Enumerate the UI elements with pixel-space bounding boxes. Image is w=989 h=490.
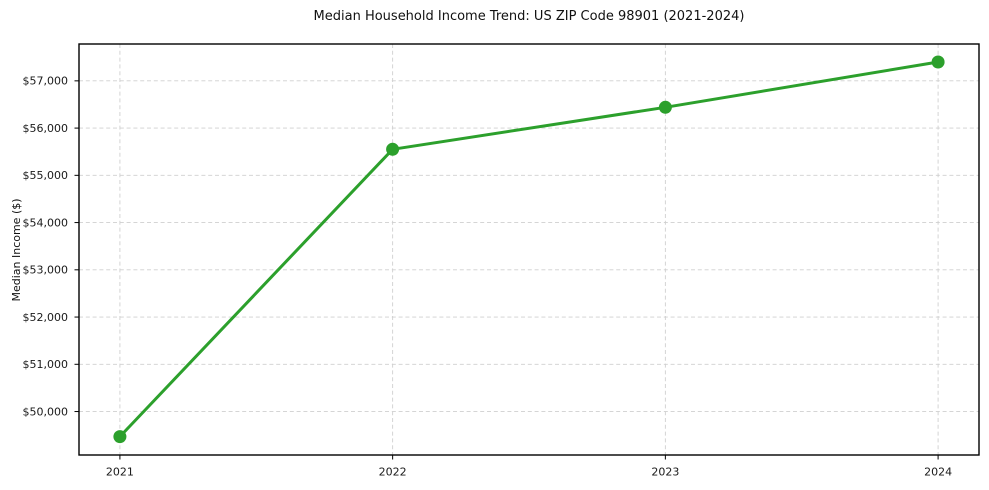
y-tick-label: $53,000 [23, 264, 69, 277]
y-tick-label: $50,000 [23, 405, 69, 418]
data-point-2021 [113, 430, 127, 444]
y-tick-label: $57,000 [23, 75, 69, 88]
y-tick-label: $55,000 [23, 169, 69, 182]
data-point-2024 [931, 55, 945, 69]
x-tick-label: 2024 [924, 466, 952, 479]
data-point-2023 [658, 100, 672, 114]
data-point-2022 [386, 142, 400, 156]
plot-background [79, 44, 979, 455]
y-tick-label: $56,000 [23, 122, 69, 135]
y-tick-label: $54,000 [23, 216, 69, 229]
x-tick-label: 2021 [106, 466, 134, 479]
x-tick-label: 2022 [379, 466, 407, 479]
y-tick-label: $52,000 [23, 311, 69, 324]
plot-border [78, 43, 980, 456]
y-axis-label: Median Income ($) [10, 198, 23, 302]
y-tick-label: $51,000 [23, 358, 69, 371]
income-trend-line [118, 60, 940, 439]
x-tick-label: 2023 [651, 466, 679, 479]
chart-title: Median Household Income Trend: US ZIP Co… [313, 9, 745, 24]
